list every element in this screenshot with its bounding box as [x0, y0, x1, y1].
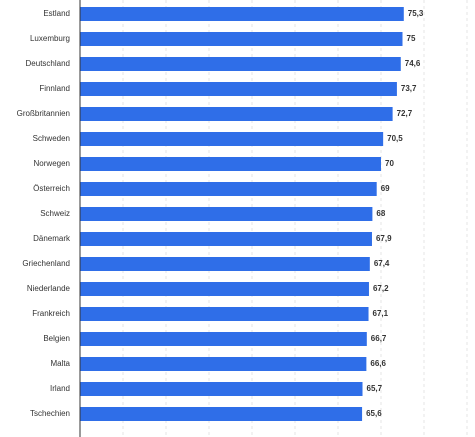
- category-label: Österreich: [33, 184, 70, 193]
- value-label: 70: [385, 159, 394, 168]
- category-label: Malta: [50, 359, 70, 368]
- category-label: Schweden: [33, 134, 70, 143]
- bar: [80, 107, 393, 121]
- category-label: Niederlande: [27, 284, 71, 293]
- bar: [80, 82, 397, 96]
- category-label: Griechenland: [22, 259, 70, 268]
- category-label: Belgien: [43, 334, 70, 343]
- category-label: Großbritannien: [17, 109, 70, 118]
- bar: [80, 57, 401, 71]
- bar: [80, 257, 370, 271]
- value-label: 68: [376, 209, 385, 218]
- bar: [80, 282, 369, 296]
- value-label: 67,4: [374, 259, 390, 268]
- category-label: Dänemark: [33, 234, 71, 243]
- value-label: 69: [381, 184, 390, 193]
- value-label: 65,7: [367, 384, 383, 393]
- category-label: Norwegen: [34, 159, 70, 168]
- bars: [80, 7, 404, 421]
- category-label: Frankreich: [32, 309, 70, 318]
- value-label: 73,7: [401, 84, 417, 93]
- bar: [80, 132, 384, 146]
- value-label: 75: [407, 34, 416, 43]
- bar: [80, 382, 363, 396]
- bar: [80, 357, 367, 371]
- value-label: 65,6: [366, 409, 382, 418]
- value-labels: 75,3 75 74,6 73,7 72,7 70,5 70 69 68 67,9 67,4 67,2…: [366, 9, 424, 418]
- category-label: Estland: [43, 9, 70, 18]
- category-label: Tschechien: [30, 409, 70, 418]
- bar: [80, 207, 373, 221]
- bar: [80, 407, 363, 421]
- value-label: 66,7: [371, 334, 387, 343]
- value-label: 67,9: [376, 234, 392, 243]
- value-label: 74,6: [405, 59, 421, 68]
- category-label: Irland: [50, 384, 70, 393]
- value-label: 66,6: [370, 359, 386, 368]
- category-label: Schweiz: [40, 209, 70, 218]
- bar: [80, 232, 372, 246]
- value-label: 67,2: [373, 284, 389, 293]
- value-label: 70,5: [387, 134, 403, 143]
- bar: [80, 32, 403, 46]
- category-label: Finnland: [39, 84, 70, 93]
- category-label: Deutschland: [26, 59, 70, 68]
- bar: [80, 157, 381, 171]
- bar: [80, 182, 377, 196]
- value-label: 72,7: [397, 109, 413, 118]
- value-label: 67,1: [373, 309, 389, 318]
- category-labels: Estland Luxemburg Deutschland Finnland Großb…: [17, 9, 71, 418]
- bar: [80, 7, 404, 21]
- bar: [80, 332, 367, 346]
- bar: [80, 307, 369, 321]
- category-label: Luxemburg: [30, 34, 70, 43]
- value-label: 75,3: [408, 9, 424, 18]
